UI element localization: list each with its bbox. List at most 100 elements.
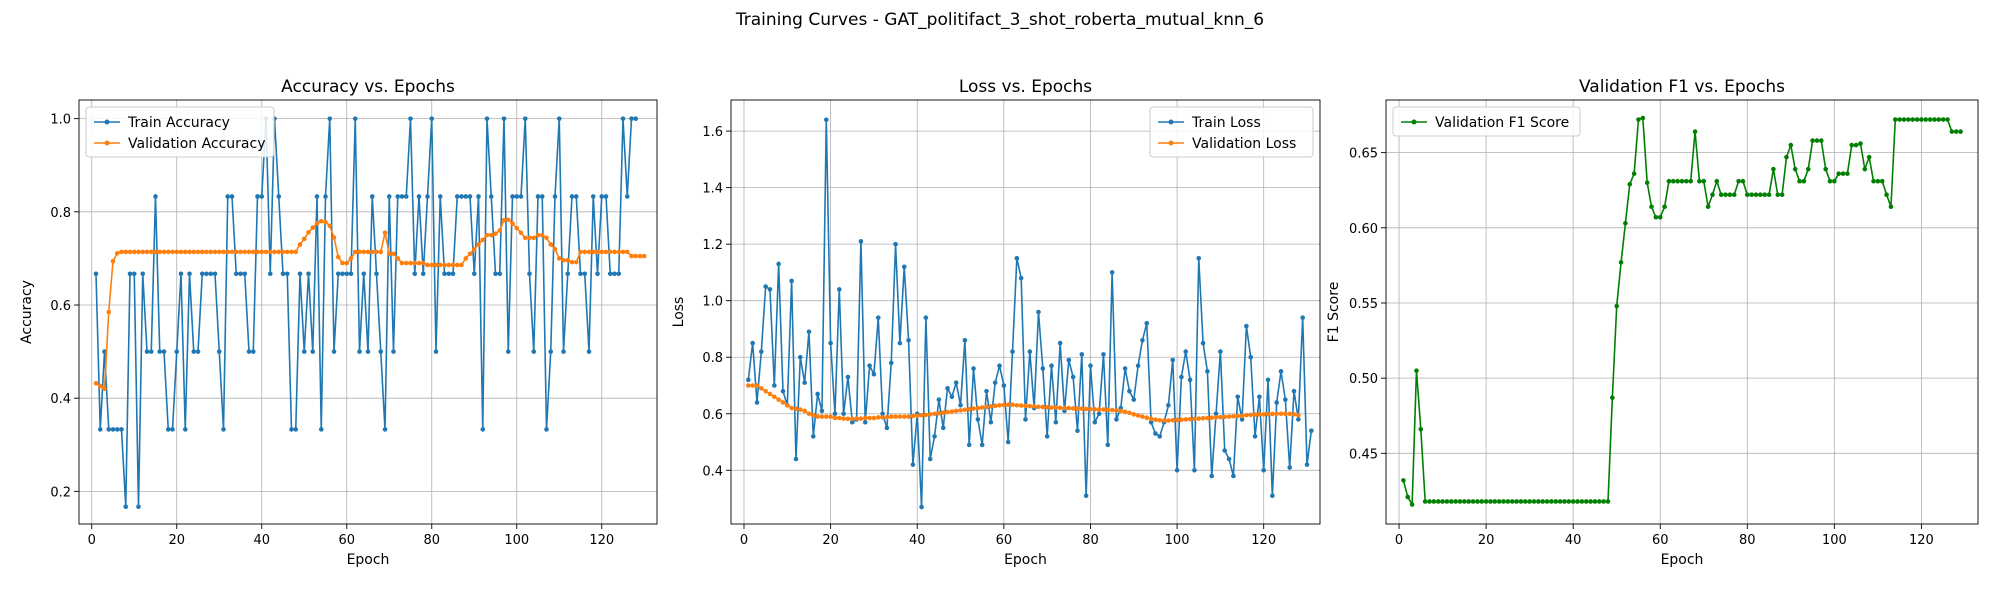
data-point	[1127, 388, 1132, 394]
data-point	[1479, 499, 1485, 504]
data-point	[361, 249, 367, 255]
data-point	[106, 309, 112, 315]
data-point	[255, 194, 260, 199]
data-point	[893, 414, 898, 419]
data-point	[242, 271, 248, 277]
data-point	[1109, 270, 1115, 275]
data-point	[1522, 499, 1528, 504]
data-point	[612, 271, 617, 277]
data-point	[1291, 388, 1297, 394]
data-point	[966, 406, 972, 412]
data-point	[1727, 192, 1733, 198]
data-point	[131, 249, 137, 255]
data-point	[802, 408, 807, 414]
data-point	[263, 249, 269, 255]
data-point	[1209, 473, 1215, 479]
data-point	[335, 271, 341, 277]
data-point	[467, 194, 473, 199]
data-point	[1283, 397, 1288, 402]
data-point	[919, 412, 924, 418]
data-point	[858, 416, 864, 421]
data-point	[467, 251, 473, 257]
data-point	[331, 349, 337, 354]
data-point	[327, 116, 333, 121]
data-point	[914, 413, 920, 419]
data-point	[1296, 412, 1301, 418]
data-point	[1749, 192, 1754, 198]
data-point	[131, 271, 137, 277]
data-point	[802, 380, 807, 385]
data-point	[1179, 417, 1184, 423]
data-point	[127, 271, 133, 277]
data-point	[1536, 499, 1541, 504]
data-point	[1218, 349, 1223, 354]
data-point	[832, 415, 838, 421]
data-point	[607, 249, 613, 255]
data-point	[1788, 142, 1794, 148]
data-point	[1153, 417, 1158, 423]
data-point	[1062, 405, 1067, 411]
data-point	[862, 415, 868, 421]
data-point	[806, 329, 812, 335]
data-point	[815, 414, 820, 419]
y-tick-label: 1.2	[702, 238, 723, 253]
data-point	[979, 442, 985, 448]
data-point	[1079, 352, 1085, 357]
data-point	[1265, 377, 1271, 383]
data-point	[1079, 406, 1085, 411]
data-point	[348, 256, 354, 261]
data-point	[932, 411, 937, 417]
data-point	[854, 416, 859, 421]
data-point	[463, 256, 469, 261]
series-line-0	[95, 117, 636, 508]
x-tick-label: 80	[1739, 533, 1756, 548]
data-point	[759, 386, 764, 391]
data-point	[949, 409, 955, 414]
data-point	[975, 405, 981, 411]
y-tick-label: 0.6	[50, 299, 71, 314]
data-point	[1462, 499, 1467, 504]
data-point	[318, 427, 324, 432]
data-point	[191, 349, 197, 354]
data-point	[1845, 171, 1850, 176]
data-point	[1792, 166, 1798, 172]
data-point	[488, 232, 494, 238]
data-point	[793, 456, 799, 462]
data-point	[195, 349, 201, 354]
data-point	[1509, 499, 1515, 504]
data-point	[1936, 117, 1942, 122]
x-tick-label: 20	[168, 533, 185, 548]
data-point	[1435, 499, 1441, 504]
data-point	[459, 262, 464, 268]
y-tick-label: 1.0	[702, 295, 723, 310]
y-tick-label: 1.4	[702, 182, 723, 197]
data-point	[1118, 408, 1124, 414]
data-point	[378, 249, 384, 255]
legend: Train Loss Validation Loss	[1149, 106, 1314, 158]
data-point	[582, 271, 588, 277]
data-point	[433, 262, 439, 268]
data-point	[382, 230, 388, 236]
data-point	[514, 225, 520, 231]
data-point	[280, 249, 286, 255]
data-point	[497, 271, 503, 277]
data-point	[633, 253, 639, 259]
data-point	[225, 194, 231, 199]
data-point	[1401, 478, 1406, 483]
y-axis-label: Loss	[671, 297, 687, 328]
data-point	[841, 411, 846, 417]
y-tick-label: 0.2	[50, 485, 71, 500]
data-point	[1418, 426, 1424, 432]
x-tick-label: 80	[423, 533, 440, 548]
legend-label: Validation Loss	[1192, 136, 1296, 152]
data-point	[949, 394, 955, 400]
data-point	[1953, 129, 1959, 134]
data-point	[110, 258, 116, 264]
data-point	[1192, 416, 1197, 422]
data-point	[1036, 309, 1041, 315]
data-point	[1888, 204, 1894, 210]
data-point	[552, 194, 558, 199]
data-point	[1636, 117, 1641, 122]
data-point	[1083, 406, 1089, 412]
data-point	[1148, 416, 1154, 422]
